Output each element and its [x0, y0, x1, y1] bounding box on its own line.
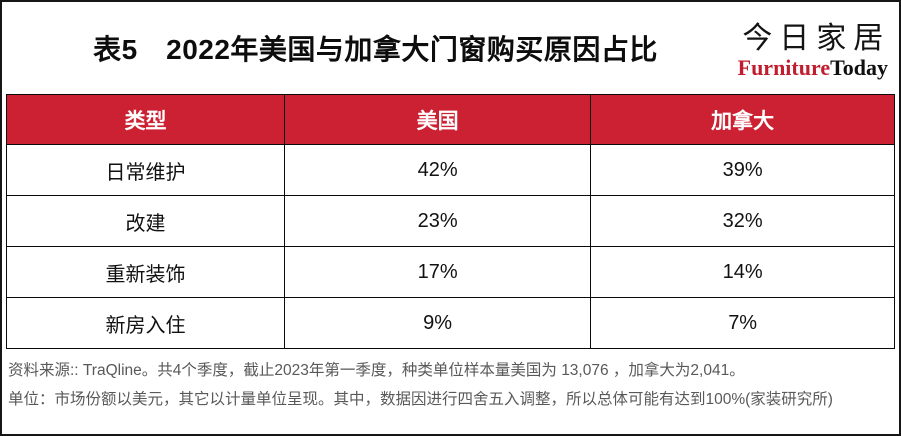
figure-title: 表5 2022年美国与加拿大门窗购买原因占比	[93, 34, 658, 65]
us-value: 42%	[283, 144, 592, 196]
table-header-row: 类型 美国 加拿大	[6, 94, 895, 145]
canada-value: 32%	[590, 195, 895, 247]
row-label: 日常维护	[6, 144, 285, 196]
us-value: 17%	[283, 246, 592, 298]
table-row: 新房入住 9% 7%	[6, 297, 895, 349]
table-row: 改建 23% 32%	[6, 195, 895, 247]
unit-note: 单位：市场份额以美元，其它以计量单位呈现。其中，数据因进行四舍五入调整，所以总体…	[8, 391, 833, 408]
brand-logo-english: FurnitureToday	[738, 57, 888, 79]
row-label: 重新装饰	[6, 246, 285, 298]
canada-value: 14%	[590, 246, 895, 298]
canada-value: 39%	[590, 144, 895, 196]
brand-logo-furniture-text: Furniture	[737, 55, 831, 80]
table-row: 日常维护 42% 39%	[6, 144, 895, 196]
source-note: 资料来源:: TraQline。共4个季度，截止2023年第一季度，种类单位样本…	[8, 362, 745, 379]
brand-logo-chinese: 今日家居	[742, 22, 891, 55]
brand-logo-today-text: Today	[830, 55, 888, 80]
footnotes: 资料来源:: TraQline。共4个季度，截止2023年第一季度，种类单位样本…	[8, 356, 893, 414]
column-header-type: 类型	[6, 94, 285, 145]
row-label: 新房入住	[6, 297, 285, 349]
table-row: 重新装饰 17% 14%	[6, 246, 895, 298]
column-header-canada: 加拿大	[590, 94, 895, 145]
column-header-us: 美国	[283, 94, 592, 145]
us-value: 9%	[283, 297, 592, 349]
brand-logo: 今日家居 FurnitureToday	[738, 24, 888, 79]
purchase-reasons-table: 类型 美国 加拿大 日常维护 42% 39% 改建 23% 32% 重新装饰 1…	[6, 94, 895, 349]
us-value: 23%	[283, 195, 592, 247]
figure-header: 表5 2022年美国与加拿大门窗购买原因占比 今日家居 FurnitureTod…	[2, 2, 899, 94]
canada-value: 7%	[590, 297, 895, 349]
row-label: 改建	[6, 195, 285, 247]
